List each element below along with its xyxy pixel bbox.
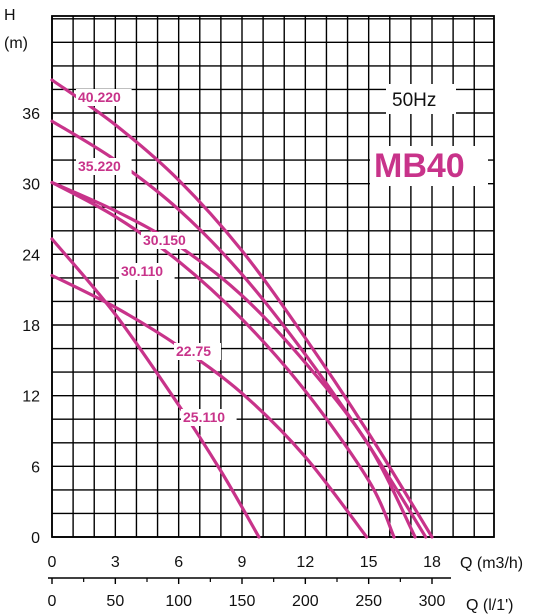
x-primary-tick-label: 18 [423, 554, 441, 571]
curve-30-110 [50, 180, 396, 539]
curve-label-background [181, 409, 237, 426]
x-axis-primary-title: Q (m3/h) [460, 555, 523, 572]
curve-label-background [174, 343, 221, 360]
curve-25-110 [50, 237, 261, 539]
curve-22-75 [50, 273, 369, 539]
y-tick-label: 24 [22, 247, 40, 264]
curve-30-150 [50, 180, 417, 539]
x-axis-secondary-title: Q (l/1') [466, 597, 514, 614]
x-secondary-tick-label: 200 [292, 593, 319, 610]
frequency-label-background [386, 84, 456, 114]
curve-label-background [76, 89, 132, 106]
y-tick-label: 30 [22, 177, 40, 194]
x-secondary-tick-label: 300 [419, 593, 446, 610]
model-label-background [370, 146, 488, 186]
curve-label-background [119, 263, 175, 280]
y-tick-label: 0 [31, 530, 40, 547]
x-secondary-tick-label: 100 [165, 593, 192, 610]
x-primary-tick-label: 0 [48, 554, 57, 571]
model-label: MB40 [374, 147, 465, 185]
y-axis-title-line1: H [4, 7, 16, 24]
curves [50, 78, 434, 539]
x-primary-tick-label: 15 [360, 554, 378, 571]
curve-40-220 [50, 78, 434, 539]
x-secondary-tick-label: 250 [355, 593, 382, 610]
curve-label-25-110: 25.110 [183, 409, 225, 425]
y-tick-label: 6 [31, 459, 40, 476]
x-primary-tick-label: 12 [296, 554, 314, 571]
y-tick-label: 18 [22, 318, 40, 335]
curve-label-22-75: 22.75 [176, 343, 211, 359]
x-primary-tick-label: 6 [174, 554, 183, 571]
curve-label-30-110: 30.110 [121, 263, 163, 279]
curve-label-35-220: 35.220 [78, 158, 121, 174]
frequency-label: 50Hz [392, 90, 436, 111]
x-primary-tick-label: 9 [238, 554, 247, 571]
curve-label-background [141, 232, 197, 249]
x-secondary-tick-label: 0 [48, 593, 57, 610]
y-tick-label: 36 [22, 106, 40, 123]
curve-label-background [76, 158, 132, 175]
x-primary-tick-label: 3 [111, 554, 120, 571]
curve-label-40-220: 40.220 [78, 89, 121, 105]
labels: 40.220 35.220 30.150 30.110 22.75 25.110 [76, 84, 488, 426]
x-secondary-tick-label: 150 [229, 593, 256, 610]
y-tick-label: 12 [22, 389, 40, 406]
y-axis-title-line2: (m) [4, 35, 28, 52]
x-secondary-tick-label: 50 [106, 593, 124, 610]
curve-label-30-150: 30.150 [143, 232, 186, 248]
